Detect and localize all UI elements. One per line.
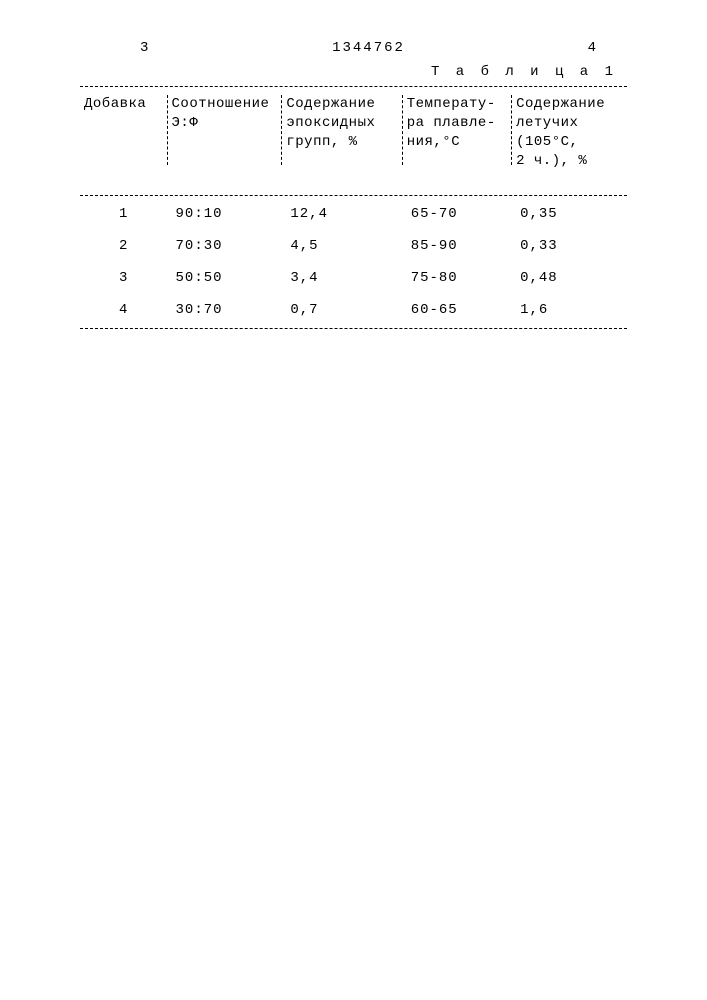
table-cell: 4	[80, 302, 168, 318]
table-cell: 0,48	[512, 270, 627, 286]
table-rule-mid	[80, 195, 627, 196]
table-cell: 2	[80, 238, 168, 254]
column-header: СоотношениеЭ:Ф	[168, 95, 283, 165]
table-cell: 4,5	[282, 238, 402, 254]
page-header: 3 1344762 4	[80, 40, 627, 64]
table-rule-bottom	[80, 328, 627, 329]
column-header: Добавка	[80, 95, 168, 165]
table-cell: 3,4	[282, 270, 402, 286]
table-cell: 75-80	[403, 270, 512, 286]
column-header: Содержаниеэпоксидныхгрупп, %	[282, 95, 402, 165]
table-cell: 3	[80, 270, 168, 286]
table-header-row: Добавка СоотношениеЭ:Ф Содержаниеэпоксид…	[80, 89, 627, 193]
table-cell: 85-90	[403, 238, 512, 254]
table-cell: 30:70	[168, 302, 283, 318]
table-row: 1 90:10 12,4 65-70 0,35	[80, 198, 627, 230]
table-cell: 65-70	[403, 206, 512, 222]
table-cell: 1	[80, 206, 168, 222]
table-row: 2 70:30 4,5 85-90 0,33	[80, 230, 627, 262]
table-rule-top	[80, 86, 627, 87]
table-cell: 1,6	[512, 302, 627, 318]
table-cell: 12,4	[282, 206, 402, 222]
column-header: Содержаниелетучих(105°С,2 ч.), %	[512, 95, 627, 171]
table-row: 3 50:50 3,4 75-80 0,48	[80, 262, 627, 294]
table-cell: 60-65	[403, 302, 512, 318]
page-number-right: 4	[588, 40, 597, 56]
table-cell: 90:10	[168, 206, 283, 222]
data-table: Добавка СоотношениеЭ:Ф Содержаниеэпоксид…	[80, 86, 627, 329]
table-cell: 0,7	[282, 302, 402, 318]
document-number: 1344762	[332, 40, 405, 56]
table-cell: 0,33	[512, 238, 627, 254]
table-cell: 50:50	[168, 270, 283, 286]
table-cell: 70:30	[168, 238, 283, 254]
page-number-left: 3	[140, 40, 149, 56]
table-title: Т а б л и ц а 1	[80, 64, 627, 84]
table-cell: 0,35	[512, 206, 627, 222]
table-row: 4 30:70 0,7 60-65 1,6	[80, 294, 627, 326]
column-header: Температу-ра плавле-ния,°С	[403, 95, 512, 165]
